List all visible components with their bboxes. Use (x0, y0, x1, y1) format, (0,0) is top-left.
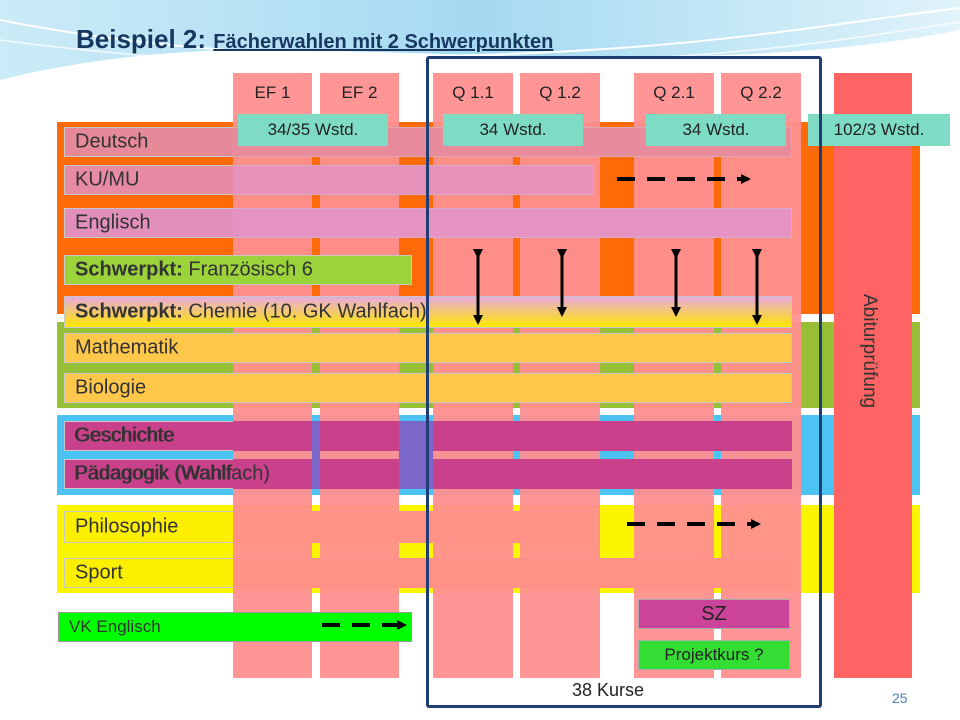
label-overlay-paedagogik: Pädagogik (Wahlfach) (74, 462, 271, 485)
vk-englisch-box: VK Englisch (58, 612, 412, 642)
column-label-q22: Q 2.2 (740, 83, 782, 102)
projektkurs-box: Projektkurs ? (638, 640, 790, 670)
row-label-franzoesisch: Schwerpkt: Französisch 6 (75, 259, 313, 282)
qualification-frame (426, 56, 822, 708)
title-main: Beispiel 2: (76, 24, 207, 54)
row-label-deutsch: Deutsch (75, 130, 149, 153)
vk-englisch-label: VK Englisch (69, 617, 161, 636)
projektkurs-label: Projektkurs ? (664, 645, 764, 664)
chemie-subject: Chemie (10. GK Wahlfach) (188, 300, 427, 323)
row-label-mathematik: Mathematik (75, 336, 179, 359)
row-label-kumu: KU/MU (75, 168, 140, 191)
hours-chip-q2: 34 Wstd. (646, 114, 786, 146)
row-label-geschichte: Geschichte (75, 424, 176, 447)
chemie-emphasis: Schwerpkt: (75, 300, 183, 323)
column-label-q21: Q 2.1 (653, 83, 695, 102)
column-label-q12: Q 1.2 (539, 83, 581, 102)
sz-box: SZ (638, 599, 790, 629)
slide-title: Beispiel 2: Fächerwahlen mit 2 Schwerpun… (76, 24, 553, 55)
row-label-sport: Sport (75, 561, 123, 584)
hours-chip-abitur: 102/3 Wstd. (808, 114, 950, 146)
franz-emphasis: Schwerpkt: (75, 258, 183, 281)
column-label-q11: Q 1.1 (452, 83, 494, 102)
row-franzoesisch: Schwerpkt: Französisch 6 (64, 255, 412, 285)
row-label-paedagogik: Pädagogik (Wahlfach) (75, 462, 272, 485)
abitur-column (834, 73, 912, 678)
abitur-label: Abiturprüfung (859, 294, 880, 409)
franz-subject: Französisch 6 (188, 258, 313, 281)
sz-label: SZ (701, 602, 727, 625)
row-label-chemie: Schwerpkt: Chemie (10. GK Wahlfach) (75, 301, 427, 324)
label-overlay-geschichte: Geschichte (74, 424, 175, 447)
column-label-ef1: EF 1 (254, 83, 291, 102)
hours-chip-q1: 34 Wstd. (443, 114, 583, 146)
title-subtitle: Fächerwahlen mit 2 Schwerpunkten (213, 31, 554, 53)
kurse-count: 38 Kurse (572, 680, 645, 700)
hours-chip-ef: 34/35 Wstd. (238, 114, 388, 146)
row-label-biologie: Biologie (75, 376, 147, 399)
row-label-englisch: Englisch (75, 211, 151, 234)
row-label-philosophie: Philosophie (75, 515, 179, 538)
column-label-ef2: EF 2 (341, 83, 378, 102)
header-swoosh (0, 0, 960, 90)
page-number: 25 (892, 690, 908, 706)
